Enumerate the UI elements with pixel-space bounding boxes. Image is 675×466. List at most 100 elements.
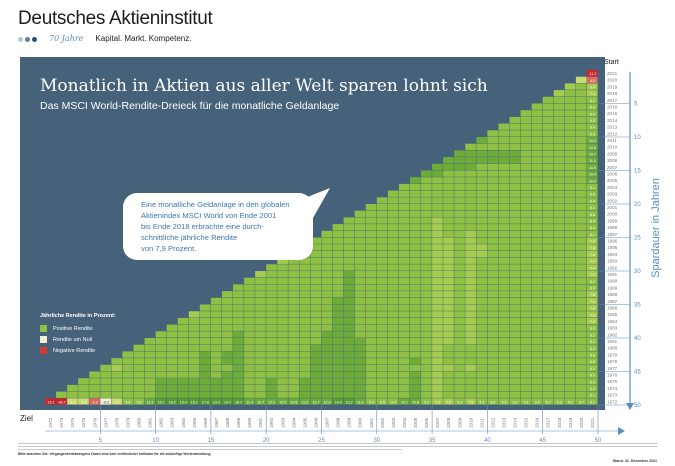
cell-value: 9.4 (391, 400, 396, 404)
heatmap-cell (288, 344, 299, 351)
start-year-label: 1998 (607, 225, 618, 230)
heatmap-cell (199, 351, 211, 358)
heatmap-cell (376, 317, 388, 325)
heatmap-cell (398, 257, 410, 264)
heatmap-cell (498, 271, 510, 278)
heatmap-cell (144, 364, 156, 372)
heatmap-cell (387, 351, 399, 358)
heatmap-cell (487, 277, 499, 284)
cell-value: 11.4 (246, 400, 253, 404)
heatmap-cell (210, 364, 222, 372)
cell-value: 7.9 (590, 320, 595, 324)
heatmap-cell (376, 204, 388, 211)
heatmap-cell (398, 398, 410, 405)
heatmap-cell (354, 324, 366, 331)
heatmap-cell (67, 384, 78, 392)
heatmap-cell (387, 230, 399, 238)
heatmap-cell (520, 163, 532, 171)
heatmap-cell (288, 264, 299, 271)
heatmap-cell (321, 230, 333, 238)
cell-value: 7.8 (590, 253, 595, 257)
cell-value: 9.1 (590, 186, 595, 190)
heatmap-cell (509, 284, 521, 291)
heatmap-cell (409, 398, 421, 405)
heatmap-cell (376, 297, 388, 305)
heatmap-cell (421, 338, 432, 345)
heatmap-cell (310, 324, 322, 331)
cell-value: 10.0 (589, 146, 596, 150)
heatmap-cell (365, 237, 377, 244)
heatmap-cell (564, 371, 576, 378)
heatmap-cell (199, 398, 211, 405)
heatmap-cell (188, 331, 200, 338)
heatmap-cell (122, 364, 134, 372)
heatmap-cell (277, 304, 288, 311)
heatmap-cell (266, 358, 277, 365)
cell-value: 8.0 (590, 327, 595, 331)
heatmap-cell (89, 371, 100, 378)
heatmap-cell (365, 331, 377, 338)
heatmap-cell (299, 344, 311, 351)
end-year-label: 1978 (114, 417, 119, 428)
heatmap-cell (454, 317, 465, 325)
heatmap-cell (487, 297, 499, 305)
heatmap-cell (476, 324, 487, 331)
heatmap-cell (531, 204, 543, 211)
heatmap-cell (409, 277, 421, 284)
heatmap-cell (244, 277, 255, 284)
heatmap-cell (354, 257, 366, 264)
heatmap-cell (465, 237, 476, 244)
heatmap-cell (487, 264, 499, 271)
cell-value: 9.1 (590, 206, 595, 210)
cell-value: 10.7 (589, 153, 596, 157)
heatmap-cell (255, 271, 266, 278)
heatmap-cell (432, 210, 443, 217)
heatmap-cell (233, 284, 244, 291)
heatmap-cell (244, 344, 255, 351)
heatmap-cell (343, 277, 355, 284)
heatmap-cell (387, 331, 399, 338)
heatmap-cell (78, 391, 89, 398)
heatmap-cell (542, 264, 554, 271)
heatmap-cell (586, 257, 598, 264)
heatmap-cell (221, 358, 233, 365)
heatmap-cell (421, 271, 432, 278)
heatmap-cell (476, 291, 487, 298)
cell-value: 10.0 (279, 400, 286, 404)
cell-value: 18.7 (235, 400, 242, 404)
heatmap-cell (398, 224, 410, 231)
heatmap-cell (144, 398, 156, 405)
heatmap-cell (133, 351, 145, 358)
duration-tick-label: 40 (634, 336, 641, 342)
heatmap-cell (465, 331, 476, 338)
cell-value: 8.8 (590, 213, 595, 217)
heatmap-cell (288, 331, 299, 338)
heatmap-cell (443, 378, 454, 385)
heatmap-cell (199, 331, 211, 338)
heatmap-cell (144, 338, 156, 345)
heatmap-cell (465, 143, 476, 150)
end-year-label: 1980 (137, 417, 142, 428)
heatmap-cell (398, 378, 410, 385)
heatmap-cell (288, 358, 299, 365)
heatmap-cell (531, 398, 543, 405)
heatmap-cell (354, 331, 366, 338)
heatmap-cell (255, 297, 266, 305)
heatmap-cell (332, 364, 344, 372)
heatmap-cell (454, 163, 465, 171)
end-year-label: 1987 (214, 417, 219, 428)
heatmap-cell (531, 338, 543, 345)
heatmap-cell (487, 250, 499, 258)
heatmap-cell (498, 331, 510, 338)
heatmap-cell (376, 358, 388, 365)
legend-swatch (40, 347, 47, 354)
heatmap-cell (454, 183, 465, 191)
end-year-label: 2009 (457, 417, 462, 428)
heatmap-cell (509, 157, 521, 164)
heatmap-cell (288, 291, 299, 298)
heatmap-cell (531, 116, 543, 124)
heatmap-cell (376, 378, 388, 385)
heatmap-cell (564, 170, 576, 177)
heatmap-cell (465, 170, 476, 177)
heatmap-cell (376, 331, 388, 338)
